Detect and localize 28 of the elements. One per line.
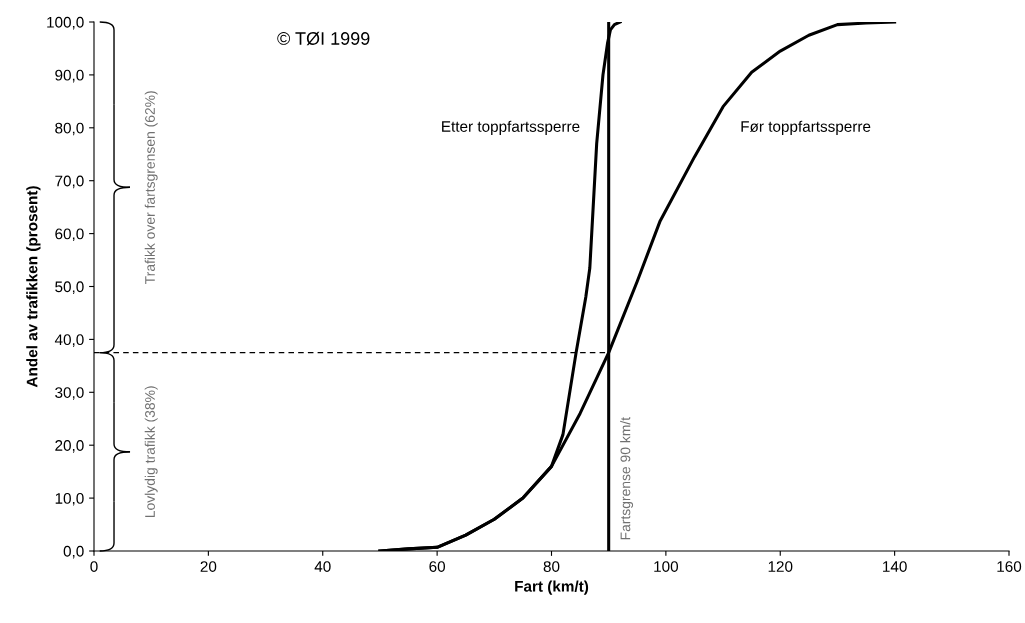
x-tick-label: 0 xyxy=(90,561,98,572)
y-axis-title: Andel av trafikken (prosent) xyxy=(26,186,41,388)
x-axis-title: Fart (km/t) xyxy=(515,580,589,595)
x-tick-label: 120 xyxy=(768,561,793,572)
x-tick-label: 160 xyxy=(997,561,1022,572)
x-tick-label: 100 xyxy=(654,561,679,572)
x-tick-label: 80 xyxy=(543,561,560,572)
y-tick-label: 90,0 xyxy=(55,69,84,83)
y-tick-label: 50,0 xyxy=(55,281,84,294)
x-tick-label: 60 xyxy=(429,561,446,572)
x-tick-label: 140 xyxy=(883,561,907,572)
y-tick-label: 40,0 xyxy=(54,334,84,347)
y-tick-label: 70,0 xyxy=(55,175,84,189)
annotation: Trafikk over fartsgrensen (62%) xyxy=(144,91,158,284)
y-tick-label: 30,0 xyxy=(55,387,84,400)
annotation: Lovlydig trafikk (38%) xyxy=(144,386,158,518)
y-tick-label: 100,0 xyxy=(47,16,84,30)
series-label: Før toppfartssperre xyxy=(741,120,871,135)
x-tick-label: 20 xyxy=(200,561,217,572)
annotation: © TØI 1999 xyxy=(277,31,370,46)
y-tick-label: 80,0 xyxy=(55,122,84,136)
y-tick-label: 60,0 xyxy=(55,228,84,242)
y-tick-label: 10,0 xyxy=(55,492,84,506)
y-tick-label: 0,0 xyxy=(63,545,84,559)
ref-line-label: Fartsgrense 90 km/t xyxy=(620,417,634,540)
x-tick-label: 40 xyxy=(314,561,331,572)
series-label: Etter toppfartssperre xyxy=(442,120,580,135)
y-tick-label: 20,0 xyxy=(55,440,84,453)
